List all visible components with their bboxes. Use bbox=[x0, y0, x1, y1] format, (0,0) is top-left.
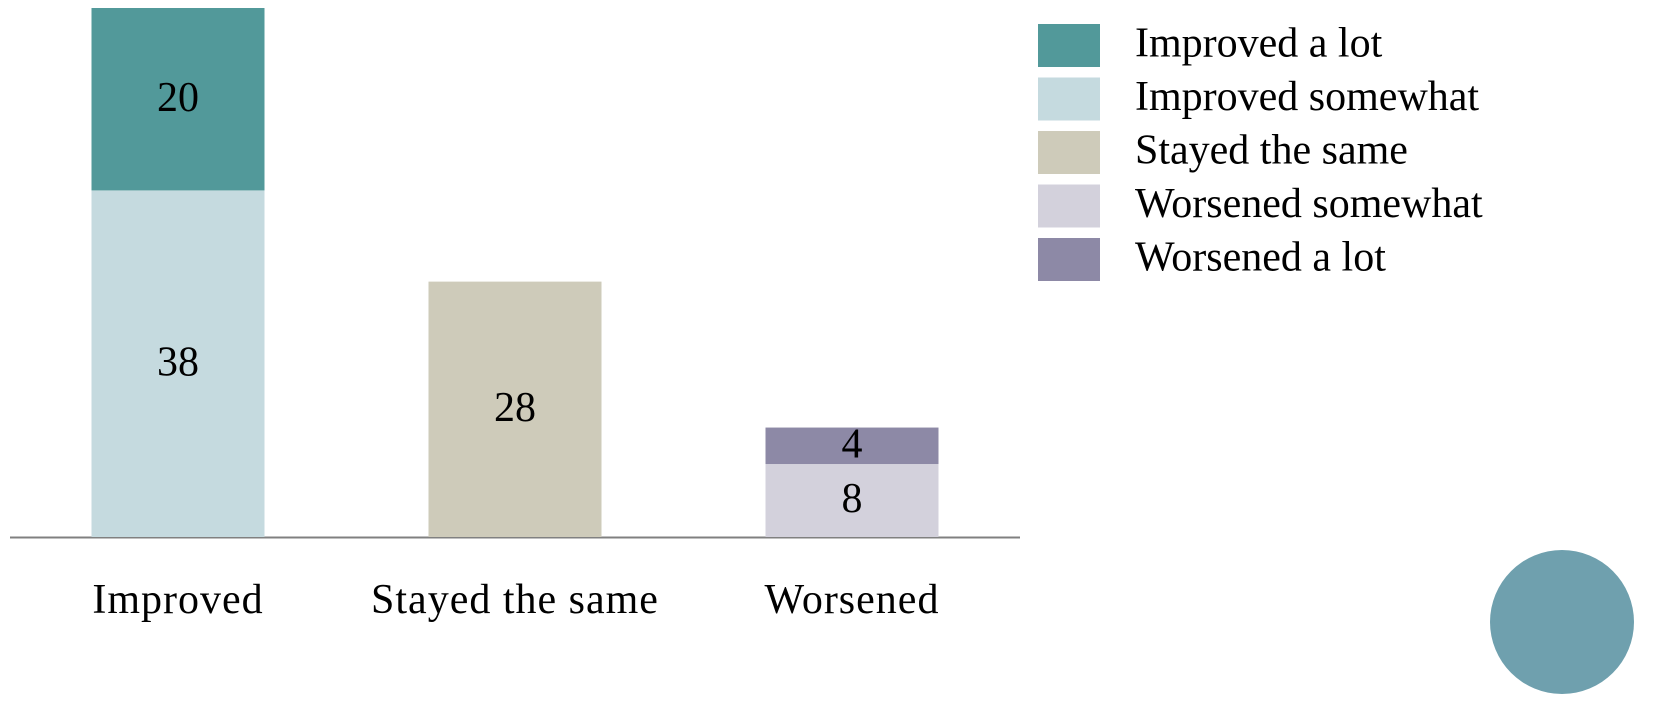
legend-swatch bbox=[1038, 238, 1100, 281]
data-label: 38 bbox=[157, 339, 199, 385]
legend-swatch bbox=[1038, 24, 1100, 67]
legend-label: Worsened somewhat bbox=[1135, 181, 1483, 227]
data-label: 28 bbox=[494, 385, 536, 431]
legend-swatch bbox=[1038, 131, 1100, 174]
legend-swatch bbox=[1038, 77, 1100, 121]
data-label: 20 bbox=[157, 75, 199, 121]
bar-segment bbox=[765, 464, 939, 537]
data-label: 8 bbox=[842, 476, 863, 522]
bar-segment bbox=[765, 427, 939, 465]
data-label: 4 bbox=[842, 421, 863, 467]
x-tick-label: Stayed the same bbox=[371, 577, 659, 623]
x-tick-label: Improved bbox=[92, 577, 264, 623]
bar-segment bbox=[91, 8, 265, 191]
decor-circle bbox=[1490, 550, 1634, 694]
x-tick-label: Worsened bbox=[764, 577, 940, 623]
legend-label: Stayed the same bbox=[1135, 128, 1408, 174]
legend-label: Improved a lot bbox=[1135, 21, 1383, 67]
legend-label: Worsened a lot bbox=[1135, 235, 1386, 281]
legend-label: Improved somewhat bbox=[1135, 74, 1479, 120]
bar-segment bbox=[91, 190, 265, 537]
legend-swatch bbox=[1038, 184, 1100, 228]
bar-segment bbox=[428, 281, 602, 537]
